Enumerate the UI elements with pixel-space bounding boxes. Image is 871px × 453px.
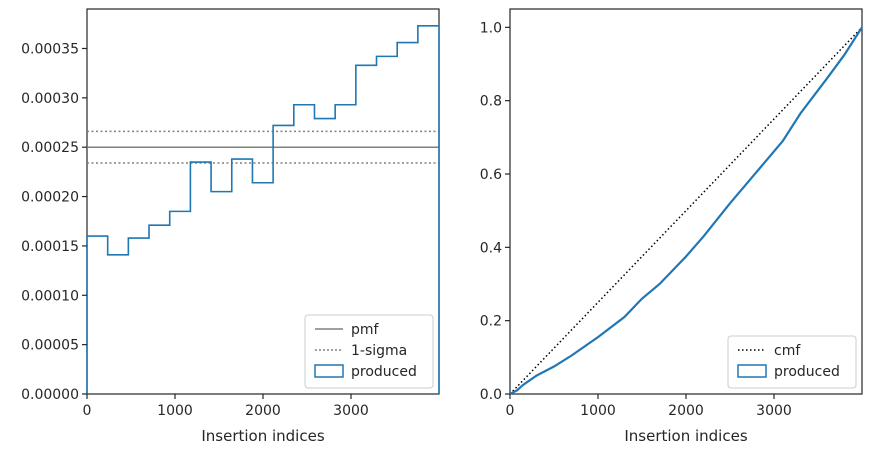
left-x-axis-title: Insertion indices [201, 427, 324, 445]
legend-label: cmf [774, 343, 801, 359]
x-tick-label: 2000 [245, 403, 281, 419]
y-tick-label: 0.00030 [21, 91, 79, 107]
right-panel-cmf: 0 1000 2000 3000 0.0 0.2 0.4 0.6 0.8 1.0 Inserti… [480, 9, 862, 445]
y-tick-label: 0.4 [480, 240, 502, 256]
left-panel-histogram: 0 1000 2000 3000 0.000000.000050.000100.000… [21, 9, 439, 445]
y-tick-label: 0.6 [480, 167, 502, 183]
legend-label: 1-sigma [351, 343, 407, 359]
right-x-axis-title: Insertion indices [624, 427, 747, 445]
legend-label: produced [774, 364, 840, 380]
y-tick-label: 0.00000 [21, 387, 79, 403]
y-tick-label: 0.00010 [21, 288, 79, 304]
x-tick-label: 3000 [756, 403, 792, 419]
x-tick-label: 0 [506, 403, 515, 419]
y-tick-label: 1.0 [480, 20, 502, 36]
y-tick-label: 0.00020 [21, 190, 79, 206]
y-tick-label: 0.8 [480, 94, 502, 110]
right-y-ticks: 0.0 0.2 0.4 0.6 0.8 1.0 [480, 20, 510, 403]
y-tick-label: 0.00035 [21, 41, 79, 57]
left-y-ticks: 0.00000 0.00005 0.00010 0.00015 0.00020 0.000… [21, 41, 87, 403]
legend-label: pmf [351, 322, 380, 338]
x-tick-label: 1000 [157, 403, 193, 419]
right-legend: cmf produced [728, 336, 856, 388]
y-tick-label: 0.00005 [21, 338, 79, 354]
y-tick-label: 0.00015 [21, 239, 79, 255]
x-tick-label: 2000 [668, 403, 704, 419]
left-legend: pmf 1-sigma produced [305, 315, 433, 388]
left-x-ticks: 0 1000 2000 3000 [83, 394, 369, 419]
legend-label: produced [351, 364, 417, 380]
right-x-ticks: 0 1000 2000 3000 [506, 394, 792, 419]
x-tick-label: 1000 [580, 403, 616, 419]
y-tick-label: 0.2 [480, 314, 502, 330]
y-tick-label: 0.0 [480, 387, 502, 403]
x-tick-label: 3000 [333, 403, 369, 419]
x-tick-label: 0 [83, 403, 92, 419]
y-tick-label: 0.00025 [21, 140, 79, 156]
